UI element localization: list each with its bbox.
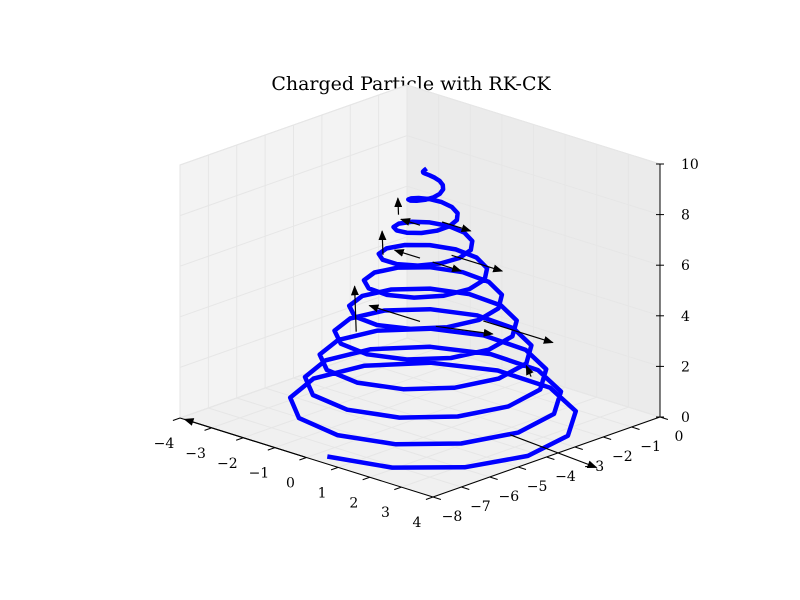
- gridline-back-z: [406, 84, 661, 165]
- gridline-back-z: [406, 135, 661, 216]
- z-tick-label: 10: [681, 157, 699, 173]
- z-tick-label: 8: [681, 208, 690, 224]
- y-tick-label: −2: [612, 449, 633, 465]
- y-tick-mark: [489, 476, 498, 480]
- vector-arrow: [368, 304, 421, 322]
- x-tick-mark: [362, 476, 370, 481]
- gridline-floor-y: [264, 387, 519, 468]
- vector-arrow: [400, 218, 421, 226]
- vector-arrow: [441, 221, 472, 233]
- y-tick-label: 0: [675, 429, 684, 445]
- y-tick-mark: [574, 446, 583, 450]
- gridline-floor-y: [350, 357, 604, 438]
- gridline-back-z: [406, 185, 661, 266]
- x-tick-label: −1: [249, 466, 270, 482]
- x-tick-label: 1: [318, 485, 327, 501]
- z-tick-label: 2: [681, 359, 690, 375]
- x-tick-mark: [425, 496, 434, 500]
- y-tick-label: −8: [442, 509, 463, 525]
- gridline-left-z: [179, 84, 408, 166]
- gridline-left-z: [179, 286, 408, 368]
- vector-arrow: [483, 320, 554, 344]
- x-tick-mark: [299, 457, 307, 461]
- gridline-back-z: [406, 286, 661, 367]
- x-tick-label: −3: [185, 446, 206, 462]
- x-tick-label: −2: [217, 456, 238, 472]
- y-tick-label: −4: [555, 469, 576, 485]
- y-tick-mark: [517, 466, 527, 470]
- x-tick-label: 2: [349, 495, 358, 511]
- x-tick-mark: [267, 447, 276, 451]
- x-tick-mark: [172, 417, 181, 421]
- y-tick-mark: [603, 436, 612, 440]
- trajectory-line: [287, 166, 579, 470]
- z-tick-label: 4: [681, 309, 690, 325]
- vector-arrow: [394, 197, 403, 215]
- vector-arrow: [525, 364, 534, 377]
- vector-arrow: [183, 418, 305, 458]
- x-tick-label: −4: [154, 436, 175, 452]
- y-tick-mark: [546, 456, 555, 460]
- y-tick-mark: [461, 486, 470, 490]
- z-tick-label: 6: [681, 258, 690, 274]
- chart-title: Charged Particle with RK-CK: [271, 73, 551, 95]
- x-tick-label: 0: [286, 476, 295, 492]
- vector-arrow: [435, 325, 494, 337]
- vector-arrow: [451, 254, 504, 273]
- z-tick-label: 0: [681, 410, 690, 426]
- gridline-left-z: [179, 135, 408, 217]
- y-tick-label: −7: [470, 499, 491, 515]
- y-tick-label: −6: [498, 489, 519, 505]
- x-tick-label: 4: [413, 515, 422, 531]
- gridline-floor-y: [208, 407, 462, 488]
- x-tick-mark: [394, 486, 402, 491]
- y-tick-mark: [631, 426, 640, 430]
- x-tick-mark: [330, 466, 339, 471]
- vector-arrow: [378, 230, 387, 255]
- vector-arrow: [509, 434, 598, 469]
- vector-arrow: [432, 261, 463, 273]
- gridline-floor-y: [321, 367, 576, 448]
- x-tick-mark: [204, 427, 212, 431]
- gridline-left-z: [179, 185, 408, 267]
- vector-arrow: [393, 249, 421, 259]
- y-tick-label: −5: [527, 479, 548, 495]
- y-tick-mark: [432, 496, 442, 500]
- x-tick-mark: [235, 437, 244, 441]
- gridlines: [179, 84, 661, 498]
- y-tick-label: −1: [640, 439, 661, 455]
- plot-area: [183, 166, 598, 470]
- x-tick-label: 3: [381, 505, 390, 521]
- gridline-left-z: [179, 236, 408, 318]
- vector-arrow: [350, 285, 359, 332]
